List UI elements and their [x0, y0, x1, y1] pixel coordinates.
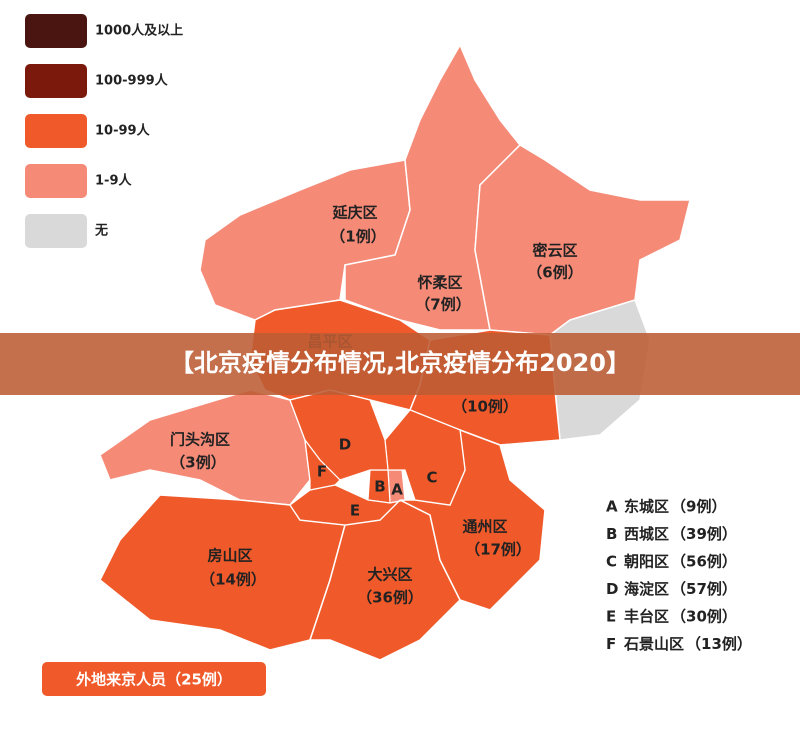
region-count: （7例） — [415, 296, 470, 314]
banner-title: 【北京疫情分布情况,北京疫情分布2020】 — [170, 349, 630, 377]
district-letter: D — [339, 436, 351, 454]
region-count: （1例） — [330, 228, 385, 246]
district-letter: A — [391, 481, 403, 499]
key-count: （30例） — [671, 608, 737, 626]
legend-swatch — [25, 164, 87, 198]
key-count: （13例） — [686, 635, 752, 653]
legend-label: 1000人及以上 — [95, 23, 183, 39]
district-letter: C — [426, 469, 437, 487]
region-count: （10例） — [452, 398, 518, 416]
legend-swatch — [25, 214, 87, 248]
region-name: 大兴区 — [367, 566, 412, 584]
key-letter: C — [606, 553, 617, 571]
district-letter: E — [350, 502, 360, 520]
region-name: 门头沟区 — [170, 431, 230, 449]
key-count: （9例） — [671, 498, 726, 516]
region-name: 房山区 — [207, 547, 252, 565]
key-name: 石景山区 — [623, 635, 684, 653]
district-letter: F — [317, 463, 327, 481]
legend-label: 无 — [94, 224, 108, 239]
footer-bg — [42, 662, 266, 696]
key-name: 东城区 — [624, 498, 669, 516]
key-name: 丰台区 — [624, 608, 669, 626]
district — [304, 437, 341, 491]
region — [474, 144, 691, 336]
region-name: 通州区 — [462, 518, 507, 536]
key-count: （57例） — [671, 580, 737, 598]
key-name: 海淀区 — [624, 580, 669, 598]
legend-swatch — [25, 114, 87, 148]
legend-label: 100-999人 — [95, 73, 169, 89]
key-letter: D — [606, 580, 618, 598]
region-count: （14例） — [200, 571, 266, 589]
banner-bg — [0, 333, 800, 395]
legend-label: 1-9人 — [95, 173, 132, 189]
region-name: 密云区 — [532, 242, 577, 260]
region-count: （17例） — [465, 541, 531, 559]
district-letter: B — [374, 478, 385, 496]
legend-label: 10-99人 — [95, 123, 151, 139]
region-count: （3例） — [170, 454, 225, 472]
key-name: 朝阳区 — [624, 553, 669, 571]
footer-label: 外地来京人员（25例） — [75, 671, 232, 689]
key-letter: A — [606, 498, 618, 516]
region-count: （6例） — [527, 264, 582, 282]
legend-swatch — [25, 14, 87, 48]
region-count: （36例） — [357, 589, 423, 607]
key-letter: E — [606, 608, 616, 626]
region-name: 延庆区 — [331, 204, 377, 222]
key-count: （39例） — [671, 525, 737, 543]
key-count: （56例） — [671, 553, 737, 571]
key-letter: B — [606, 525, 617, 543]
district — [384, 409, 466, 506]
key-letter: F — [606, 635, 616, 653]
key-name: 西城区 — [624, 525, 669, 543]
region-name: 怀柔区 — [417, 274, 462, 292]
legend-swatch — [25, 64, 87, 98]
